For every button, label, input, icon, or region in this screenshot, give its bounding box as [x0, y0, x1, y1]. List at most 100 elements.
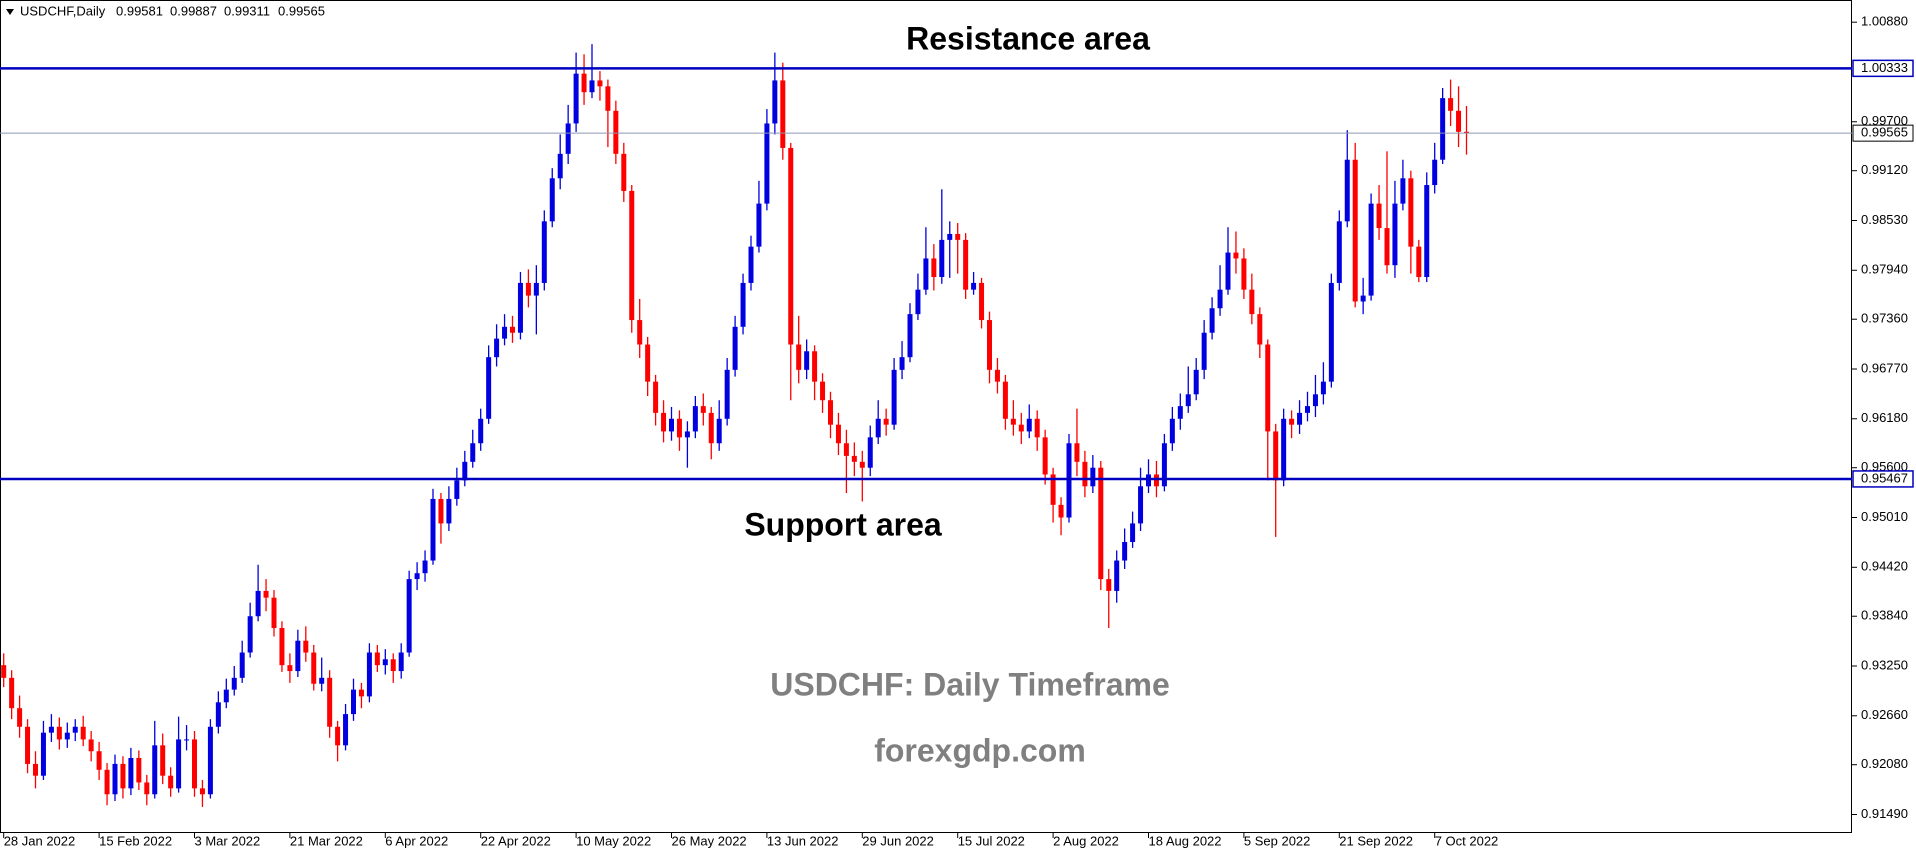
menu-arrow	[6, 9, 14, 15]
candle-body	[1328, 282, 1334, 382]
candle-body	[215, 702, 221, 727]
candle-body	[899, 357, 905, 370]
candle-body	[1249, 289, 1255, 315]
x-tick-label: 18 Aug 2022	[1149, 833, 1222, 848]
candle-body	[708, 412, 714, 444]
candle-body	[589, 80, 595, 93]
candle-body	[351, 689, 356, 715]
candle-body	[255, 590, 261, 617]
level-label: 0.95467	[1861, 470, 1908, 485]
x-tick-label: 7 Oct 2022	[1435, 833, 1499, 848]
candle-body	[907, 314, 913, 358]
candle-body	[915, 289, 921, 315]
candle-body	[517, 282, 523, 333]
resistance-annotation: Resistance area	[906, 20, 1150, 56]
candle-body	[168, 775, 174, 789]
candle-body	[796, 344, 802, 370]
y-tick-label: 1.00880	[1861, 14, 1908, 29]
candle-body	[25, 726, 31, 764]
candle-body	[510, 326, 515, 333]
level-label: 1.00333	[1861, 60, 1908, 75]
candle-body	[1177, 406, 1183, 419]
candle-body	[1464, 131, 1469, 134]
candle-body	[1042, 437, 1048, 475]
candle-body	[486, 357, 492, 419]
candle-body	[287, 665, 293, 672]
candle-body	[1209, 308, 1215, 333]
x-tick-label: 15 Feb 2022	[99, 833, 172, 848]
plot-frame	[0, 0, 1852, 833]
y-tick-label: 0.92080	[1861, 756, 1908, 771]
candle-body	[33, 763, 38, 776]
candle-body	[700, 406, 706, 413]
candle-body	[1217, 289, 1223, 309]
candle-body	[247, 616, 253, 653]
candle-body	[88, 739, 94, 752]
candle-body	[541, 221, 547, 283]
candle-body	[1273, 431, 1279, 481]
candle-body	[1018, 424, 1024, 432]
candle-body	[231, 677, 237, 690]
candle-body	[1090, 467, 1096, 487]
candle-body	[1376, 203, 1382, 229]
candle-body	[1058, 504, 1064, 518]
candle-body	[1106, 579, 1112, 591]
candle-body	[1153, 474, 1159, 487]
candle-body	[1344, 159, 1350, 222]
candle-body	[112, 763, 118, 795]
y-tick-label: 0.91490	[1861, 806, 1908, 821]
candle-body	[812, 351, 818, 382]
candle-body	[1161, 443, 1167, 487]
candle-body	[144, 782, 150, 795]
x-tick-label: 29 Jun 2022	[862, 833, 934, 848]
candle-body	[390, 659, 396, 672]
candle-body	[446, 498, 452, 524]
candle-body	[1185, 394, 1191, 407]
x-tick-label: 10 May 2022	[576, 833, 651, 848]
candle-body	[867, 437, 873, 468]
candle-body	[470, 443, 476, 462]
candle-body	[1082, 461, 1088, 487]
candle-body	[780, 80, 786, 148]
candle-body	[1448, 98, 1454, 111]
candle-body	[1424, 185, 1430, 278]
candle-body	[462, 461, 468, 481]
level-box	[1852, 59, 1914, 78]
candle-body	[740, 282, 746, 327]
candle-body	[1297, 412, 1303, 425]
x-tick-label: 15 Jul 2022	[958, 833, 1025, 848]
y-tick-label: 0.99700	[1861, 113, 1908, 128]
candle-body	[605, 86, 611, 111]
candle-body	[748, 246, 754, 283]
watermark-site: forexgdp.com	[874, 732, 1086, 768]
candle-body	[820, 381, 826, 401]
candle-body	[406, 579, 412, 653]
candle-body	[335, 726, 341, 746]
candle-body	[772, 80, 778, 124]
candle-body	[478, 418, 484, 444]
candle-body	[1384, 228, 1390, 266]
x-tick-label: 21 Mar 2022	[290, 833, 363, 848]
candle-body	[1066, 443, 1072, 518]
candle-body	[430, 498, 436, 561]
y-tick-label: 0.98530	[1861, 212, 1908, 227]
candle-body	[1233, 252, 1239, 259]
candle-body	[939, 239, 945, 278]
candle-body	[382, 659, 388, 666]
candle-body	[629, 190, 635, 321]
candle-body	[971, 282, 977, 290]
y-tick-label: 0.99120	[1861, 162, 1908, 177]
candle-body	[192, 739, 197, 789]
candle-body	[295, 640, 301, 672]
candle-body	[120, 763, 126, 789]
candle-body	[1034, 418, 1040, 438]
candle-body	[1026, 418, 1032, 432]
candle-body	[80, 726, 86, 740]
candle-body	[764, 123, 770, 204]
candle-body	[398, 652, 404, 672]
y-tick-label: 0.93840	[1861, 608, 1908, 623]
candle-body	[1392, 203, 1398, 266]
y-tick-label: 0.97360	[1861, 311, 1908, 326]
support-annotation: Support area	[744, 506, 942, 542]
x-tick-label: 26 May 2022	[672, 833, 747, 848]
